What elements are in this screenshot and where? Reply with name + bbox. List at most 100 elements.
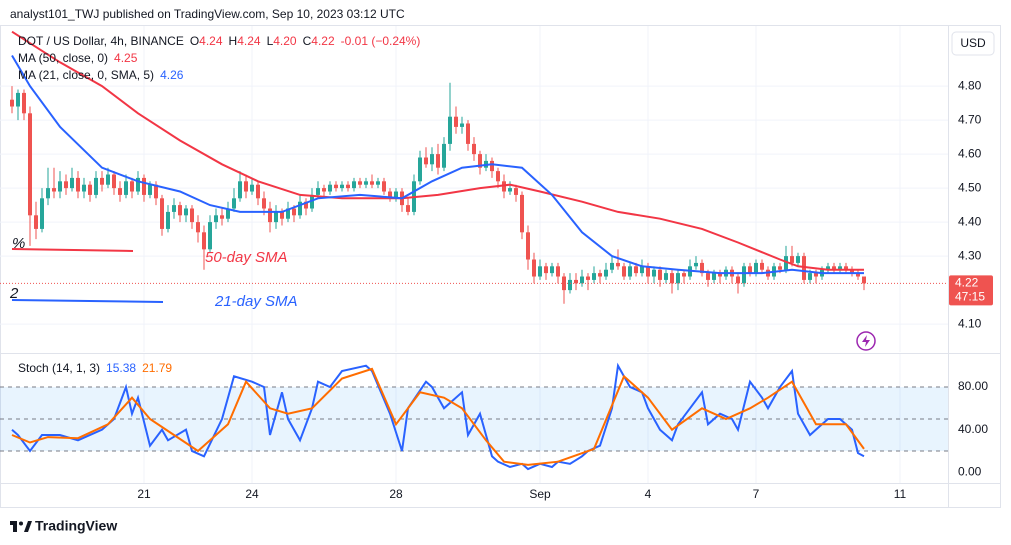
candle-body — [112, 174, 116, 189]
y-tick-label: 4.40 — [958, 214, 982, 228]
candle-body — [718, 273, 722, 277]
annotation: 50-day SMA — [205, 249, 288, 266]
y-tick-label: 4.60 — [958, 146, 982, 160]
candle-body — [166, 211, 170, 229]
candle-body — [118, 188, 122, 195]
currency[interactable]: USD — [960, 36, 986, 50]
candle-body — [850, 269, 854, 274]
candle-body — [16, 92, 20, 107]
candle-body — [436, 154, 440, 168]
candle-body — [256, 184, 260, 199]
candle-body — [190, 208, 194, 223]
candle-body — [748, 266, 752, 274]
candle-body — [760, 262, 764, 270]
y-tick-label: 4.50 — [958, 180, 982, 194]
y-tick-label: 4.70 — [958, 112, 982, 126]
candle-body — [676, 273, 680, 284]
byline: analyst101_TWJ published on TradingView.… — [10, 7, 405, 21]
candle-body — [568, 279, 572, 291]
candle-body — [862, 276, 866, 284]
candle-body — [592, 273, 596, 280]
legend-value: 21.79 — [142, 361, 172, 375]
candle-body — [226, 208, 230, 219]
candle-body — [856, 273, 860, 277]
quote-label: L — [267, 34, 274, 48]
candle-body — [160, 198, 164, 229]
currency-button[interactable] — [951, 31, 995, 56]
quote-value: 4.24 — [237, 34, 261, 48]
candle-body — [538, 266, 542, 277]
candle-body — [394, 191, 398, 199]
x-tick-label: 11 — [894, 487, 907, 501]
candle-body — [490, 160, 494, 172]
candle-body — [460, 123, 464, 127]
alert-icon[interactable] — [856, 331, 876, 351]
candle-body — [814, 273, 818, 277]
legend-value: 15.38 — [106, 361, 136, 375]
candle-body — [778, 266, 782, 270]
candle-body — [472, 143, 476, 155]
x-tick-label: 28 — [389, 487, 403, 501]
candle-body — [514, 188, 518, 195]
candle-body — [376, 181, 380, 185]
candle-body — [220, 215, 224, 219]
candle-body — [46, 188, 50, 199]
candle-body — [142, 177, 146, 195]
y-tick-label: 4.10 — [958, 316, 982, 330]
x-tick-label: 7 — [753, 487, 760, 501]
candle-body — [832, 266, 836, 270]
candle-body — [694, 262, 698, 267]
candle-body — [430, 154, 434, 165]
candle-body — [136, 177, 140, 192]
candle-body — [22, 92, 26, 114]
candle-body — [28, 113, 32, 216]
line-series — [11, 30, 864, 271]
candle-body — [298, 201, 302, 216]
candle-body — [532, 259, 536, 277]
candle-body — [478, 154, 482, 168]
legend-label: MA (50, close, 0) — [18, 51, 108, 65]
candle-body — [550, 266, 554, 274]
candle-body — [10, 99, 14, 107]
candle-body — [154, 184, 158, 199]
candle-body — [340, 184, 344, 189]
candle-body — [214, 215, 218, 223]
candle-body — [424, 157, 428, 165]
legend-value: 4.25 — [114, 51, 138, 65]
candle-body — [754, 262, 758, 274]
logo-part — [24, 521, 32, 532]
candle-body — [334, 184, 338, 189]
candle-body — [352, 181, 356, 189]
candle-body — [250, 184, 254, 192]
candle-body — [370, 181, 374, 185]
quote-value: 4.24 — [199, 34, 223, 48]
candle-body — [712, 273, 716, 280]
candle-body — [262, 198, 266, 209]
candle-body — [100, 177, 104, 185]
y-tick-label: 0.00 — [958, 465, 982, 479]
annotation: % — [12, 235, 25, 252]
candle-body — [736, 276, 740, 284]
candle-body — [466, 123, 470, 144]
candle-body — [382, 181, 386, 192]
candle-body — [502, 181, 506, 192]
candle-body — [88, 184, 92, 195]
candle-body — [274, 211, 278, 223]
candle-body — [406, 205, 410, 212]
x-tick-label: 4 — [645, 487, 652, 501]
logo-part — [19, 521, 23, 526]
logo-part — [13, 521, 17, 532]
line-series — [11, 54, 864, 275]
candle-body — [316, 188, 320, 195]
candle-body — [802, 256, 806, 280]
logo — [10, 521, 32, 532]
candle-body — [364, 181, 368, 185]
annotation: 2 — [9, 285, 19, 302]
alert-icon-bolt — [862, 335, 870, 347]
y-tick-label: 80.00 — [958, 379, 988, 393]
candle-body — [556, 266, 560, 277]
candle-body — [598, 273, 602, 277]
candle-body — [238, 181, 242, 199]
legend-label: Stoch (14, 1, 3) — [18, 361, 100, 375]
